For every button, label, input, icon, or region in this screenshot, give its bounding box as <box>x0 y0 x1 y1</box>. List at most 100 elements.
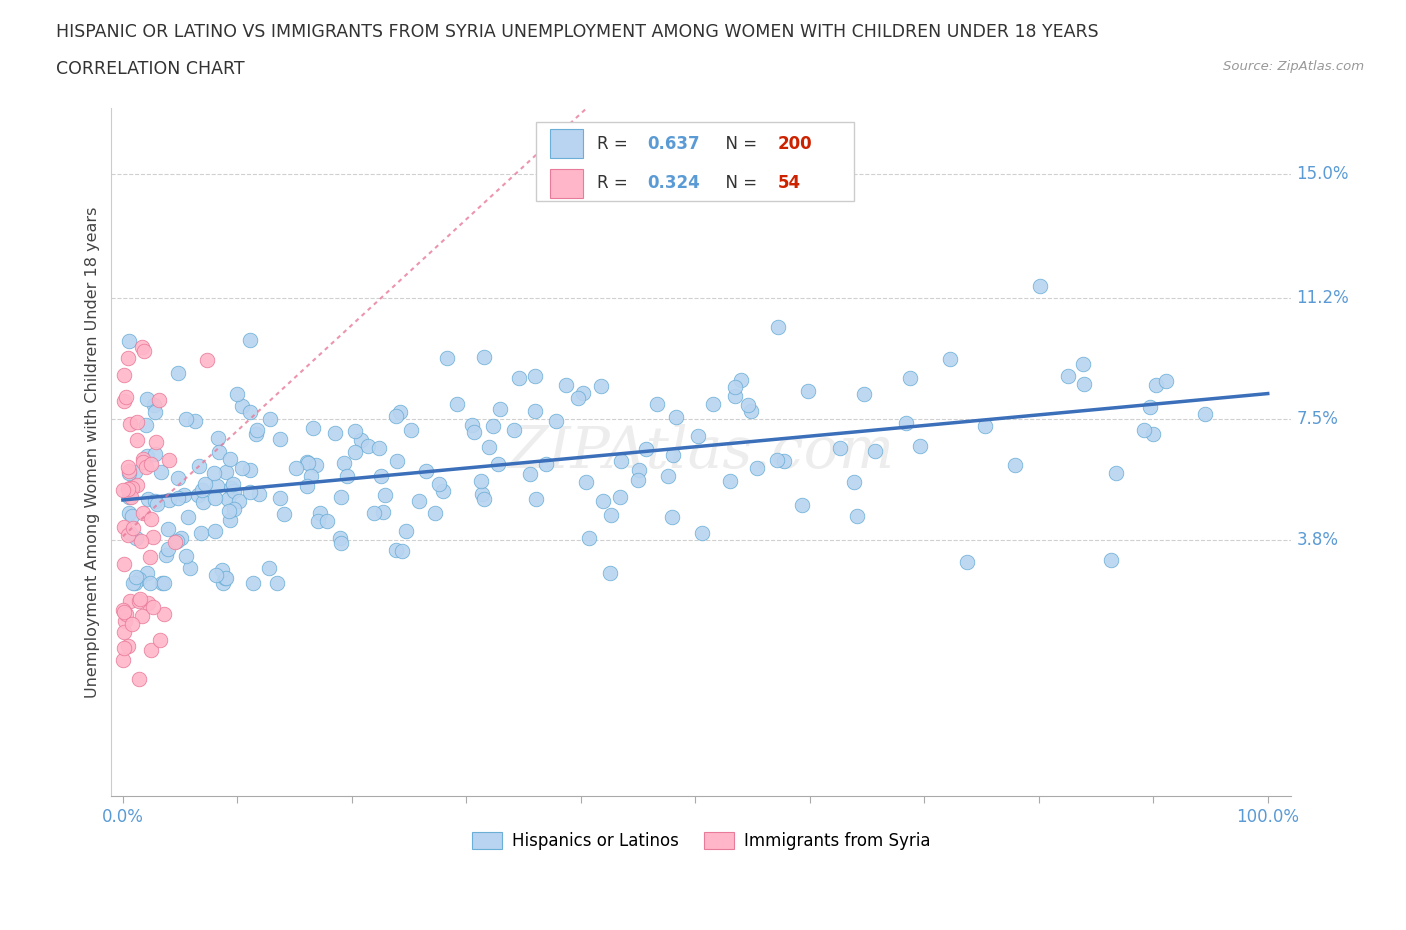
Point <box>245 426 267 441</box>
Point <box>156 521 179 536</box>
Text: 3.8%: 3.8% <box>1296 531 1339 550</box>
Point <box>224 502 246 517</box>
Point <box>246 422 269 437</box>
Point <box>284 461 307 476</box>
Point <box>766 453 789 468</box>
Point <box>665 409 688 424</box>
FancyBboxPatch shape <box>536 122 855 201</box>
Point <box>228 494 250 509</box>
Point <box>297 479 319 494</box>
Point <box>329 530 352 545</box>
Point <box>114 613 136 628</box>
Point <box>657 468 679 483</box>
Point <box>242 576 264 591</box>
Point <box>259 412 281 427</box>
Point <box>121 576 143 591</box>
Point <box>1194 406 1216 421</box>
Point <box>212 576 235 591</box>
Point <box>174 412 197 427</box>
Point <box>385 408 408 423</box>
Point <box>1073 377 1095 392</box>
Point <box>143 405 166 419</box>
Point <box>112 367 135 382</box>
Point <box>295 454 318 469</box>
Point <box>167 365 190 380</box>
Point <box>555 378 578 392</box>
Point <box>591 379 613 393</box>
Point <box>184 414 207 429</box>
Point <box>307 513 329 528</box>
Point <box>956 554 979 569</box>
Point <box>127 432 149 447</box>
Point <box>118 417 141 432</box>
Text: 11.2%: 11.2% <box>1296 289 1350 307</box>
Point <box>112 520 135 535</box>
Point <box>350 432 373 447</box>
Point <box>524 491 547 506</box>
Point <box>1029 278 1052 293</box>
Point <box>578 530 600 545</box>
Text: 0.324: 0.324 <box>647 175 700 193</box>
Point <box>519 467 541 482</box>
Point <box>176 549 198 564</box>
Point <box>1099 552 1122 567</box>
Point <box>219 481 242 496</box>
Point <box>363 506 385 521</box>
Point <box>599 565 621 580</box>
Point <box>773 454 796 469</box>
Point <box>125 530 148 545</box>
Point <box>207 431 229 445</box>
Point <box>127 415 149 430</box>
Point <box>894 415 917 430</box>
Point <box>191 483 214 498</box>
Point <box>408 494 430 509</box>
Point <box>118 464 141 479</box>
Point <box>316 514 339 529</box>
Point <box>399 423 422 438</box>
Point <box>176 510 198 525</box>
Legend: Hispanics or Latinos, Immigrants from Syria: Hispanics or Latinos, Immigrants from Sy… <box>465 825 936 857</box>
Point <box>1056 368 1078 383</box>
Point <box>724 389 747 404</box>
Text: ZIPAtlas.com: ZIPAtlas.com <box>508 424 894 480</box>
Point <box>790 498 813 512</box>
Point <box>146 497 169 512</box>
Point <box>218 452 240 467</box>
Point <box>157 452 180 467</box>
Point <box>865 444 887 458</box>
Point <box>170 531 193 546</box>
Point <box>730 373 752 388</box>
Point <box>357 438 380 453</box>
Point <box>136 596 159 611</box>
Point <box>766 319 789 334</box>
Point <box>215 465 238 480</box>
Point <box>257 561 280 576</box>
Point <box>478 439 501 454</box>
Point <box>111 483 134 498</box>
Point <box>142 398 165 413</box>
Point <box>139 550 162 565</box>
Point <box>571 386 593 401</box>
Point <box>374 487 396 502</box>
Point <box>166 534 188 549</box>
Point <box>117 466 139 481</box>
Point <box>388 405 411 419</box>
Point <box>120 490 142 505</box>
Point <box>135 418 157 432</box>
Point <box>609 490 631 505</box>
Point <box>191 494 214 509</box>
Point <box>135 459 157 474</box>
Point <box>163 535 186 550</box>
Point <box>118 489 141 504</box>
Point <box>610 454 633 469</box>
Point <box>124 464 146 479</box>
Point <box>143 494 166 509</box>
Point <box>427 477 450 492</box>
Point <box>132 344 155 359</box>
Point <box>502 422 524 437</box>
Point <box>323 426 346 441</box>
Point <box>204 490 226 505</box>
Point <box>305 458 328 472</box>
Point <box>149 632 172 647</box>
Point <box>153 576 176 591</box>
